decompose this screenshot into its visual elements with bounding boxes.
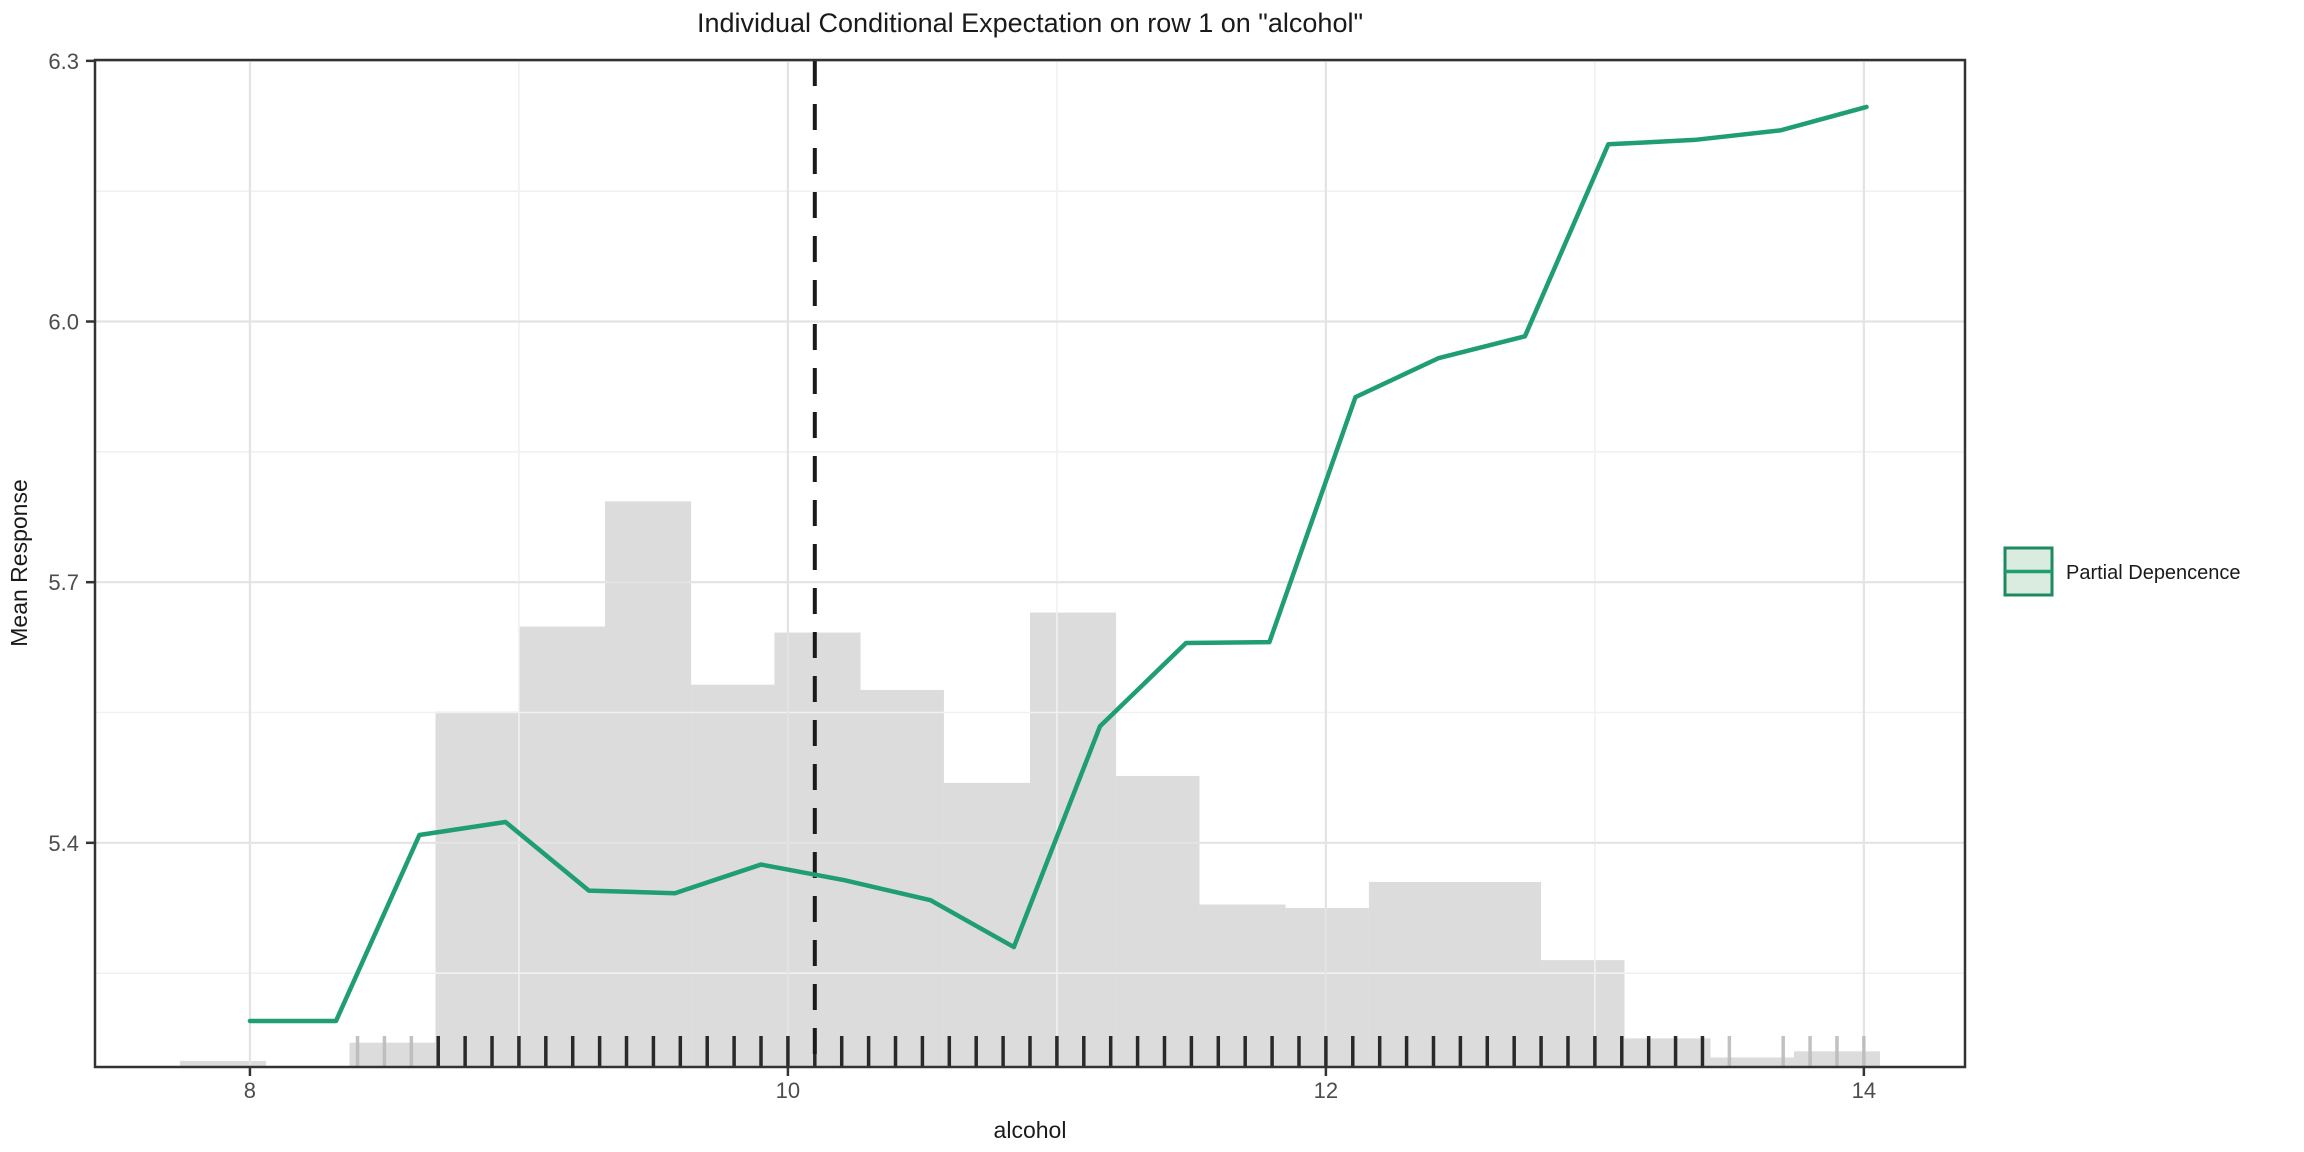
histogram-bar	[1710, 1057, 1794, 1067]
legend-label: Partial Depencence	[2066, 562, 2241, 584]
histogram-bar	[435, 711, 519, 1067]
histogram-bar	[1030, 612, 1117, 1067]
x-tick-label: 12	[1314, 1078, 1338, 1103]
histogram-bar	[1455, 881, 1542, 1067]
y-tick-label: 5.4	[48, 831, 79, 856]
histogram-bar	[1368, 881, 1455, 1067]
pd-line-layer	[247, 104, 1869, 1024]
y-tick-label: 6.3	[48, 49, 79, 74]
x-axis-title: alcohol	[994, 1117, 1067, 1143]
axes-layer: 6.3 6.0 5.7 5.4 8 10 12 14	[48, 49, 1967, 1103]
histogram-bar	[605, 501, 692, 1067]
y-tick-label: 6.0	[48, 310, 79, 335]
histogram-bar	[180, 1060, 267, 1067]
histogram-bar	[860, 689, 944, 1067]
histogram-bar	[1541, 960, 1625, 1067]
histogram-bar	[1624, 1038, 1711, 1067]
legend: Partial Depencence	[2003, 546, 2241, 597]
histogram-bar	[1116, 775, 1200, 1067]
x-tick-label: 8	[244, 1078, 256, 1103]
y-axis-title: Mean Response	[6, 479, 32, 647]
x-tick-label: 14	[1852, 1078, 1876, 1103]
partial-dependence-line	[247, 104, 1869, 1024]
histogram-layer	[180, 501, 1880, 1067]
histogram-bar	[518, 626, 605, 1067]
chart-title: Individual Conditional Expectation on ro…	[697, 8, 1363, 38]
x-tick-label: 10	[776, 1078, 800, 1103]
histogram-bar	[943, 782, 1030, 1067]
y-tick-label: 5.7	[48, 570, 79, 595]
histogram-bar	[349, 1042, 436, 1067]
panel-border	[93, 58, 1967, 1069]
